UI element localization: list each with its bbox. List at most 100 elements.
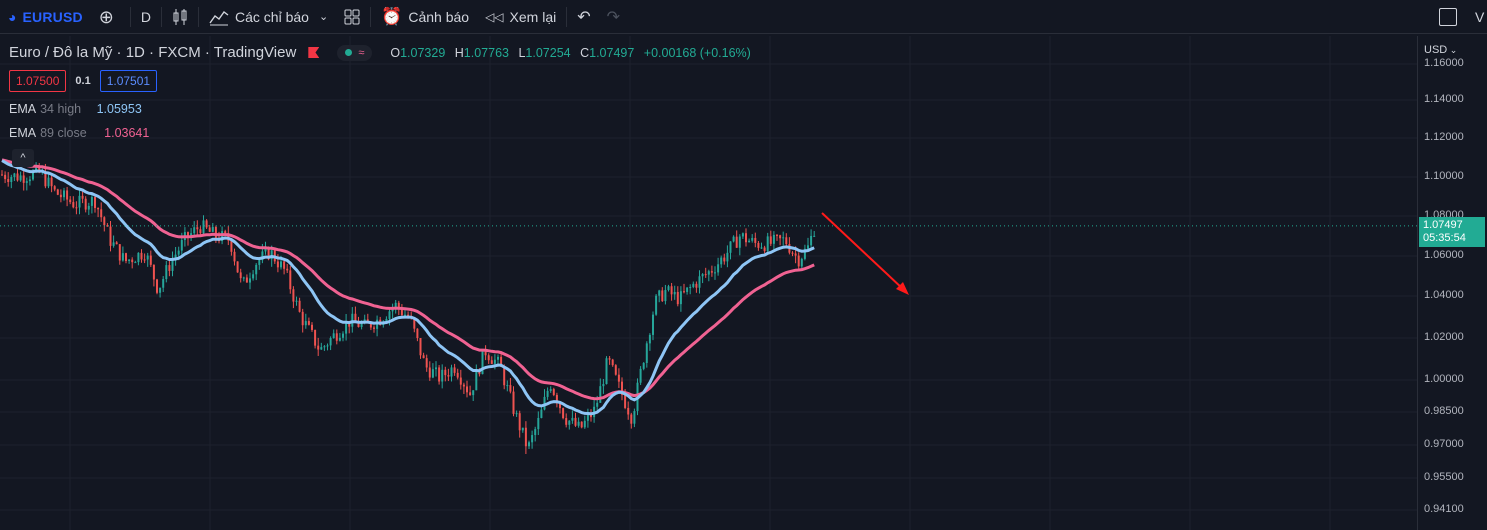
candle-body — [13, 173, 16, 178]
candle-body — [211, 227, 214, 232]
candle-body — [803, 248, 806, 259]
candle-body — [397, 302, 400, 309]
candle-body — [515, 413, 518, 415]
candle-body — [431, 369, 434, 378]
toolbar-divider — [198, 6, 200, 27]
candle-body — [78, 195, 81, 208]
candle-body — [338, 337, 341, 341]
candle-body — [611, 359, 614, 366]
price-tick-label: 1.16000 — [1424, 57, 1464, 69]
indicators-label: Các chỉ báo — [235, 8, 309, 25]
candle-body — [658, 290, 661, 296]
price-axis[interactable]: USD ⌄ 1.16000 1.14000 1.12000 1.10000 1.0800… — [1417, 36, 1487, 530]
candle-body — [509, 385, 512, 392]
candle-body — [103, 217, 106, 226]
ema-89-legend[interactable]: EMA 89 close 1.03641 — [9, 126, 149, 140]
ohlc-values: O1.07329 H1.07763 L1.07254 C1.07497 +0.0… — [390, 46, 756, 60]
candle-body — [490, 360, 493, 364]
candle-body — [174, 254, 177, 259]
candle-body — [732, 236, 735, 242]
candle-body — [369, 322, 372, 328]
close-value: 1.07497 — [589, 45, 635, 60]
candle-body — [388, 311, 391, 319]
ema-34-name: EMA — [9, 102, 37, 116]
candle-body — [782, 237, 785, 239]
top-toolbar: ◕ EURUSD ⊕ D Các chỉ báo ⌄ ⏰ — [0, 0, 1487, 34]
candle-body — [19, 175, 22, 181]
candle-body — [503, 366, 506, 386]
candle-body — [813, 235, 816, 237]
candle-body — [75, 207, 78, 209]
candle-body — [137, 252, 140, 263]
candle-body — [580, 421, 583, 428]
candle-body — [546, 390, 549, 397]
undo-button[interactable]: ↶ — [569, 0, 598, 34]
candle-body — [10, 177, 13, 182]
candle-body — [540, 409, 543, 418]
flag-icon[interactable] — [308, 47, 320, 58]
redo-button[interactable]: ↷ — [599, 0, 628, 34]
market-status-badge[interactable]: ≈ — [337, 44, 373, 61]
candle-body — [704, 274, 707, 276]
candle-body — [676, 291, 679, 305]
compare-symbol-button[interactable]: ⊕ — [91, 0, 128, 34]
down-arrow-drawing[interactable] — [821, 212, 909, 295]
buy-price-button[interactable]: 1.07501 — [99, 70, 158, 92]
candle-body — [760, 247, 763, 249]
candle-body — [686, 287, 689, 292]
square-icon — [1439, 7, 1457, 26]
symbol-search-button[interactable]: ◕ EURUSD — [0, 0, 91, 34]
candle-body — [537, 417, 540, 430]
candle-body — [202, 220, 205, 234]
close-label: C — [580, 45, 590, 60]
price-chart[interactable] — [0, 36, 1417, 530]
ema-34-legend[interactable]: EMA 34 high 1.05953 — [9, 102, 142, 116]
currency-flags-icon: ◕ — [8, 8, 17, 25]
alarm-clock-icon: ⏰ — [381, 6, 403, 26]
candle-body — [493, 359, 496, 364]
candle-body — [128, 259, 131, 262]
layouts-button[interactable] — [336, 0, 368, 34]
fullscreen-button[interactable] — [1431, 0, 1461, 34]
collapse-legend-button[interactable]: ^ — [12, 149, 34, 167]
rewind-icon: ◁◁ — [485, 9, 504, 24]
candle-body — [224, 231, 227, 234]
candle-body — [106, 225, 109, 227]
candle-body — [56, 189, 59, 195]
candle-body — [311, 324, 313, 330]
candle-body — [481, 349, 484, 375]
candle-body — [422, 355, 425, 359]
candle-body — [267, 248, 270, 260]
candle-body — [63, 190, 65, 198]
candle-body — [180, 240, 183, 251]
candle-body — [345, 321, 348, 334]
candle-body — [168, 265, 171, 271]
candle-body — [450, 367, 453, 377]
chart-type-button[interactable] — [164, 0, 196, 34]
candle-body — [72, 202, 75, 208]
candle-body — [87, 205, 90, 210]
candle-body — [735, 236, 738, 248]
candle-body — [115, 242, 118, 245]
ema-34-value: 1.05953 — [96, 102, 142, 116]
low-label: L — [518, 45, 526, 60]
interval-button[interactable]: D — [133, 0, 159, 34]
indicators-button[interactable]: Các chỉ báo ⌄ — [201, 0, 336, 34]
candle-body — [791, 252, 794, 254]
high-label: H — [454, 45, 464, 60]
alerts-button[interactable]: ⏰ Cảnh báo — [373, 0, 477, 34]
sell-price-button[interactable]: 1.07500 — [9, 70, 67, 92]
candle-body — [518, 413, 521, 431]
candle-body — [475, 369, 478, 391]
last-price-value: 1.07497 — [1423, 218, 1463, 231]
replay-button[interactable]: ◁◁ Xem lại — [477, 0, 564, 34]
candle-body — [608, 358, 611, 360]
candle-body — [404, 314, 406, 316]
candle-body — [642, 362, 645, 369]
toolbar-divider — [566, 6, 568, 27]
currency-selector[interactable]: USD ⌄ — [1424, 44, 1457, 56]
candle-body — [794, 253, 797, 256]
candle-body — [307, 321, 310, 325]
price-tick-label: 1.06000 — [1424, 249, 1464, 261]
candle-body — [810, 235, 813, 246]
